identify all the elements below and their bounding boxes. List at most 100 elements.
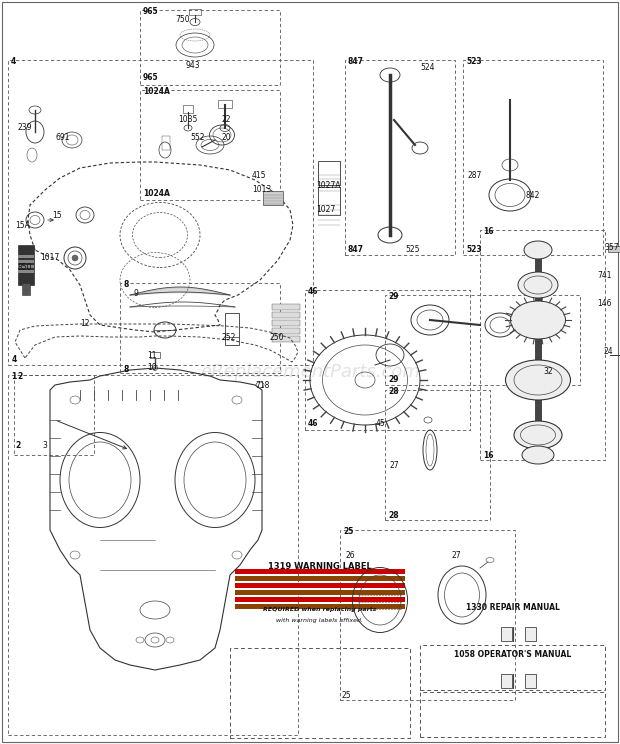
Bar: [525, 674, 536, 688]
Text: 8: 8: [123, 365, 128, 374]
Text: 750: 750: [175, 16, 190, 25]
Bar: [235, 604, 405, 609]
Bar: [318, 187, 340, 215]
Bar: [463, 60, 603, 255]
Text: 1319 WARNING LABEL: 1319 WARNING LABEL: [268, 562, 372, 571]
Bar: [385, 295, 580, 385]
Text: 965: 965: [143, 74, 159, 83]
Text: 842: 842: [525, 190, 539, 199]
Text: 16: 16: [483, 451, 494, 460]
Text: 146: 146: [597, 298, 611, 307]
Bar: [150, 352, 160, 358]
Bar: [18, 270, 34, 273]
Bar: [608, 246, 620, 252]
Text: REQUIRED when replacing parts: REQUIRED when replacing parts: [264, 607, 377, 612]
Ellipse shape: [505, 360, 570, 400]
Text: 250: 250: [270, 333, 285, 342]
Text: 27: 27: [452, 551, 462, 559]
Text: 22: 22: [222, 115, 231, 124]
Bar: [235, 597, 405, 602]
Bar: [305, 290, 470, 430]
Bar: [140, 90, 280, 200]
Bar: [272, 312, 300, 318]
Text: 239: 239: [18, 123, 32, 132]
Text: 29: 29: [388, 292, 399, 301]
Text: 2: 2: [17, 372, 22, 381]
Text: 25: 25: [343, 527, 353, 536]
Text: 45: 45: [376, 420, 386, 429]
Text: 691: 691: [55, 133, 69, 143]
Ellipse shape: [72, 255, 78, 261]
Text: 1024A: 1024A: [143, 87, 170, 96]
Bar: [272, 336, 300, 342]
Text: 15A: 15A: [15, 222, 30, 231]
Bar: [235, 576, 405, 581]
Bar: [22, 283, 30, 295]
Bar: [162, 136, 170, 150]
Text: 20: 20: [222, 133, 232, 143]
Text: 1058 OPERATOR'S MANUAL: 1058 OPERATOR'S MANUAL: [454, 650, 571, 659]
Text: 552: 552: [190, 133, 205, 143]
Bar: [500, 627, 512, 641]
Bar: [14, 375, 94, 455]
Bar: [272, 304, 300, 310]
Text: 1027A: 1027A: [316, 181, 340, 190]
Ellipse shape: [524, 241, 552, 259]
Text: 9: 9: [133, 289, 138, 298]
Text: 10: 10: [147, 364, 157, 373]
Text: eReplacementParts.com: eReplacementParts.com: [200, 363, 420, 381]
Text: 1017: 1017: [40, 252, 60, 261]
Text: 28: 28: [388, 512, 399, 521]
Text: 29: 29: [388, 374, 399, 383]
Text: 741: 741: [597, 271, 611, 280]
Text: 1330 REPAIR MANUAL: 1330 REPAIR MANUAL: [466, 603, 559, 612]
Text: 965: 965: [143, 7, 159, 16]
Bar: [218, 100, 232, 108]
Text: 46: 46: [308, 420, 319, 429]
Bar: [318, 161, 340, 185]
Text: 523: 523: [466, 246, 482, 254]
Bar: [230, 648, 410, 738]
Bar: [263, 191, 283, 205]
Text: 27: 27: [390, 461, 400, 469]
Text: 16: 16: [483, 227, 494, 236]
Bar: [500, 674, 512, 688]
Bar: [18, 260, 34, 263]
Bar: [18, 255, 34, 258]
Text: 1013: 1013: [252, 185, 272, 194]
Ellipse shape: [514, 421, 562, 449]
Bar: [272, 328, 300, 334]
Ellipse shape: [510, 301, 565, 339]
Text: with warning labels affixed.: with warning labels affixed.: [277, 618, 363, 623]
Bar: [8, 375, 298, 735]
Text: 525: 525: [405, 246, 420, 254]
Text: 357: 357: [604, 243, 619, 252]
Bar: [272, 320, 300, 326]
Ellipse shape: [518, 272, 558, 298]
Text: 850: 850: [18, 263, 32, 272]
Text: 2: 2: [15, 440, 20, 449]
Text: 287: 287: [468, 170, 482, 179]
Text: 252: 252: [222, 333, 236, 342]
Text: 847: 847: [348, 57, 364, 66]
Text: 32: 32: [543, 367, 552, 376]
Text: 1035: 1035: [178, 115, 197, 124]
Bar: [235, 590, 405, 595]
Bar: [120, 283, 280, 373]
Text: 12: 12: [80, 319, 89, 329]
Bar: [235, 569, 405, 574]
Bar: [225, 313, 239, 345]
Bar: [345, 60, 455, 255]
Text: 718: 718: [255, 380, 269, 390]
Text: 24: 24: [604, 347, 614, 356]
Bar: [525, 627, 536, 641]
Text: 26: 26: [345, 551, 355, 559]
Text: 523: 523: [466, 57, 482, 66]
Text: 1024A: 1024A: [143, 188, 170, 197]
Bar: [385, 390, 490, 520]
Text: 1: 1: [11, 372, 16, 381]
Text: 3: 3: [42, 440, 47, 449]
Text: 943: 943: [185, 62, 200, 71]
Text: 4: 4: [12, 356, 17, 365]
Text: 25: 25: [342, 690, 352, 699]
